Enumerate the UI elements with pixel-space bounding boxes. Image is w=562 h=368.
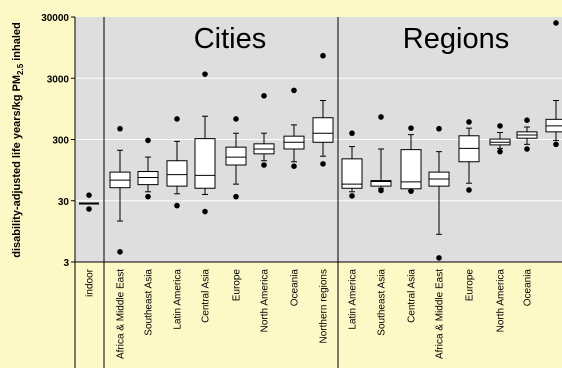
- category-label: Oceania: [523, 269, 534, 307]
- outlier-point: [497, 148, 503, 155]
- outlier-point: [466, 187, 472, 193]
- outlier-point: [291, 87, 297, 94]
- box-iqr: [312, 117, 334, 143]
- outlier-point: [497, 123, 503, 129]
- outlier-point: [378, 187, 384, 194]
- category-label: Northern regions: [319, 269, 330, 343]
- category-label: Oceania: [290, 269, 301, 307]
- category-label: Africa & Middle East: [116, 269, 127, 359]
- box-7: [253, 93, 275, 168]
- box-15: [489, 123, 511, 155]
- y-tick-label: 3: [63, 258, 69, 269]
- outlier-point: [233, 116, 239, 122]
- outlier-point: [436, 255, 442, 261]
- category-label: North America: [496, 269, 507, 333]
- outlier-point: [202, 71, 208, 77]
- box-iqr: [370, 180, 392, 187]
- outlier-point: [86, 206, 92, 212]
- outlier-point: [553, 141, 559, 148]
- outlier-point: [408, 188, 414, 194]
- category-label: Southeast Asia: [377, 269, 388, 336]
- category-label: Southeast Asia: [144, 269, 155, 336]
- boxes: [79, 20, 562, 261]
- y-tick-label: 30000: [41, 13, 69, 24]
- box-iqr: [341, 158, 363, 189]
- category-label: Europe: [232, 269, 243, 302]
- outlier-point: [524, 146, 530, 152]
- box-4: [166, 116, 188, 209]
- category-label: North America: [260, 269, 271, 333]
- outlier-point: [349, 130, 355, 137]
- box-6: [225, 116, 247, 200]
- outlier-point: [202, 208, 208, 215]
- outlier-point: [145, 193, 151, 200]
- box-iqr: [137, 171, 159, 186]
- y-tick-label: 300: [52, 136, 69, 147]
- outlier-point: [145, 137, 151, 144]
- outlier-point: [349, 193, 355, 199]
- outlier-point: [174, 116, 180, 122]
- box-2: [109, 125, 131, 255]
- outlier-point: [86, 192, 92, 198]
- category-label: Central Asia: [201, 269, 212, 323]
- box-8: [283, 87, 305, 169]
- y-axis-ticks: 3 30 300 3000 30000: [41, 13, 75, 269]
- category-label: indoor: [85, 268, 96, 296]
- category-label: Latin America: [173, 269, 184, 330]
- y-tick-label: 30: [58, 197, 70, 208]
- outlier-point: [174, 202, 180, 209]
- category-label: Europe: [465, 269, 476, 302]
- box-13: [428, 125, 450, 261]
- box-9: [312, 52, 334, 167]
- category-label: Central Asia: [407, 269, 418, 323]
- box-1: [79, 192, 99, 212]
- outlier-point: [117, 125, 123, 132]
- outlier-point: [524, 117, 530, 123]
- y-axis-label: disability-adjusted life years/kg PM2.5 …: [11, 22, 25, 257]
- y-tick-label: 3000: [47, 74, 70, 85]
- category-labels: indoor Africa & Middle East Southeast Asia…: [85, 268, 534, 359]
- box-12: [400, 125, 422, 194]
- box-iqr: [400, 149, 422, 190]
- box-iqr: [166, 160, 188, 187]
- outlier-point: [291, 163, 297, 169]
- outlier-point: [408, 125, 414, 131]
- box-iqr: [225, 146, 247, 166]
- box-17: [545, 20, 562, 148]
- outlier-point: [233, 193, 239, 200]
- box-11: [370, 114, 392, 194]
- category-label: Africa & Middle East: [435, 269, 446, 359]
- outlier-point: [320, 161, 326, 167]
- box-14: [458, 119, 480, 193]
- outlier-point: [553, 20, 559, 26]
- panel-title-cities: Cities: [194, 23, 267, 55]
- box-5: [194, 71, 216, 215]
- box-10: [341, 130, 363, 199]
- outlier-point: [466, 119, 472, 125]
- box-iqr: [194, 138, 216, 189]
- outlier-point: [261, 93, 267, 99]
- outlier-point: [436, 125, 442, 132]
- outlier-point: [378, 114, 384, 120]
- outlier-point: [320, 52, 326, 59]
- panel-title-regions: Regions: [403, 23, 509, 55]
- outlier-point: [261, 162, 267, 168]
- box-16: [516, 117, 538, 152]
- box-3: [137, 137, 159, 200]
- outlier-point: [117, 249, 123, 255]
- category-label: Latin America: [348, 269, 359, 330]
